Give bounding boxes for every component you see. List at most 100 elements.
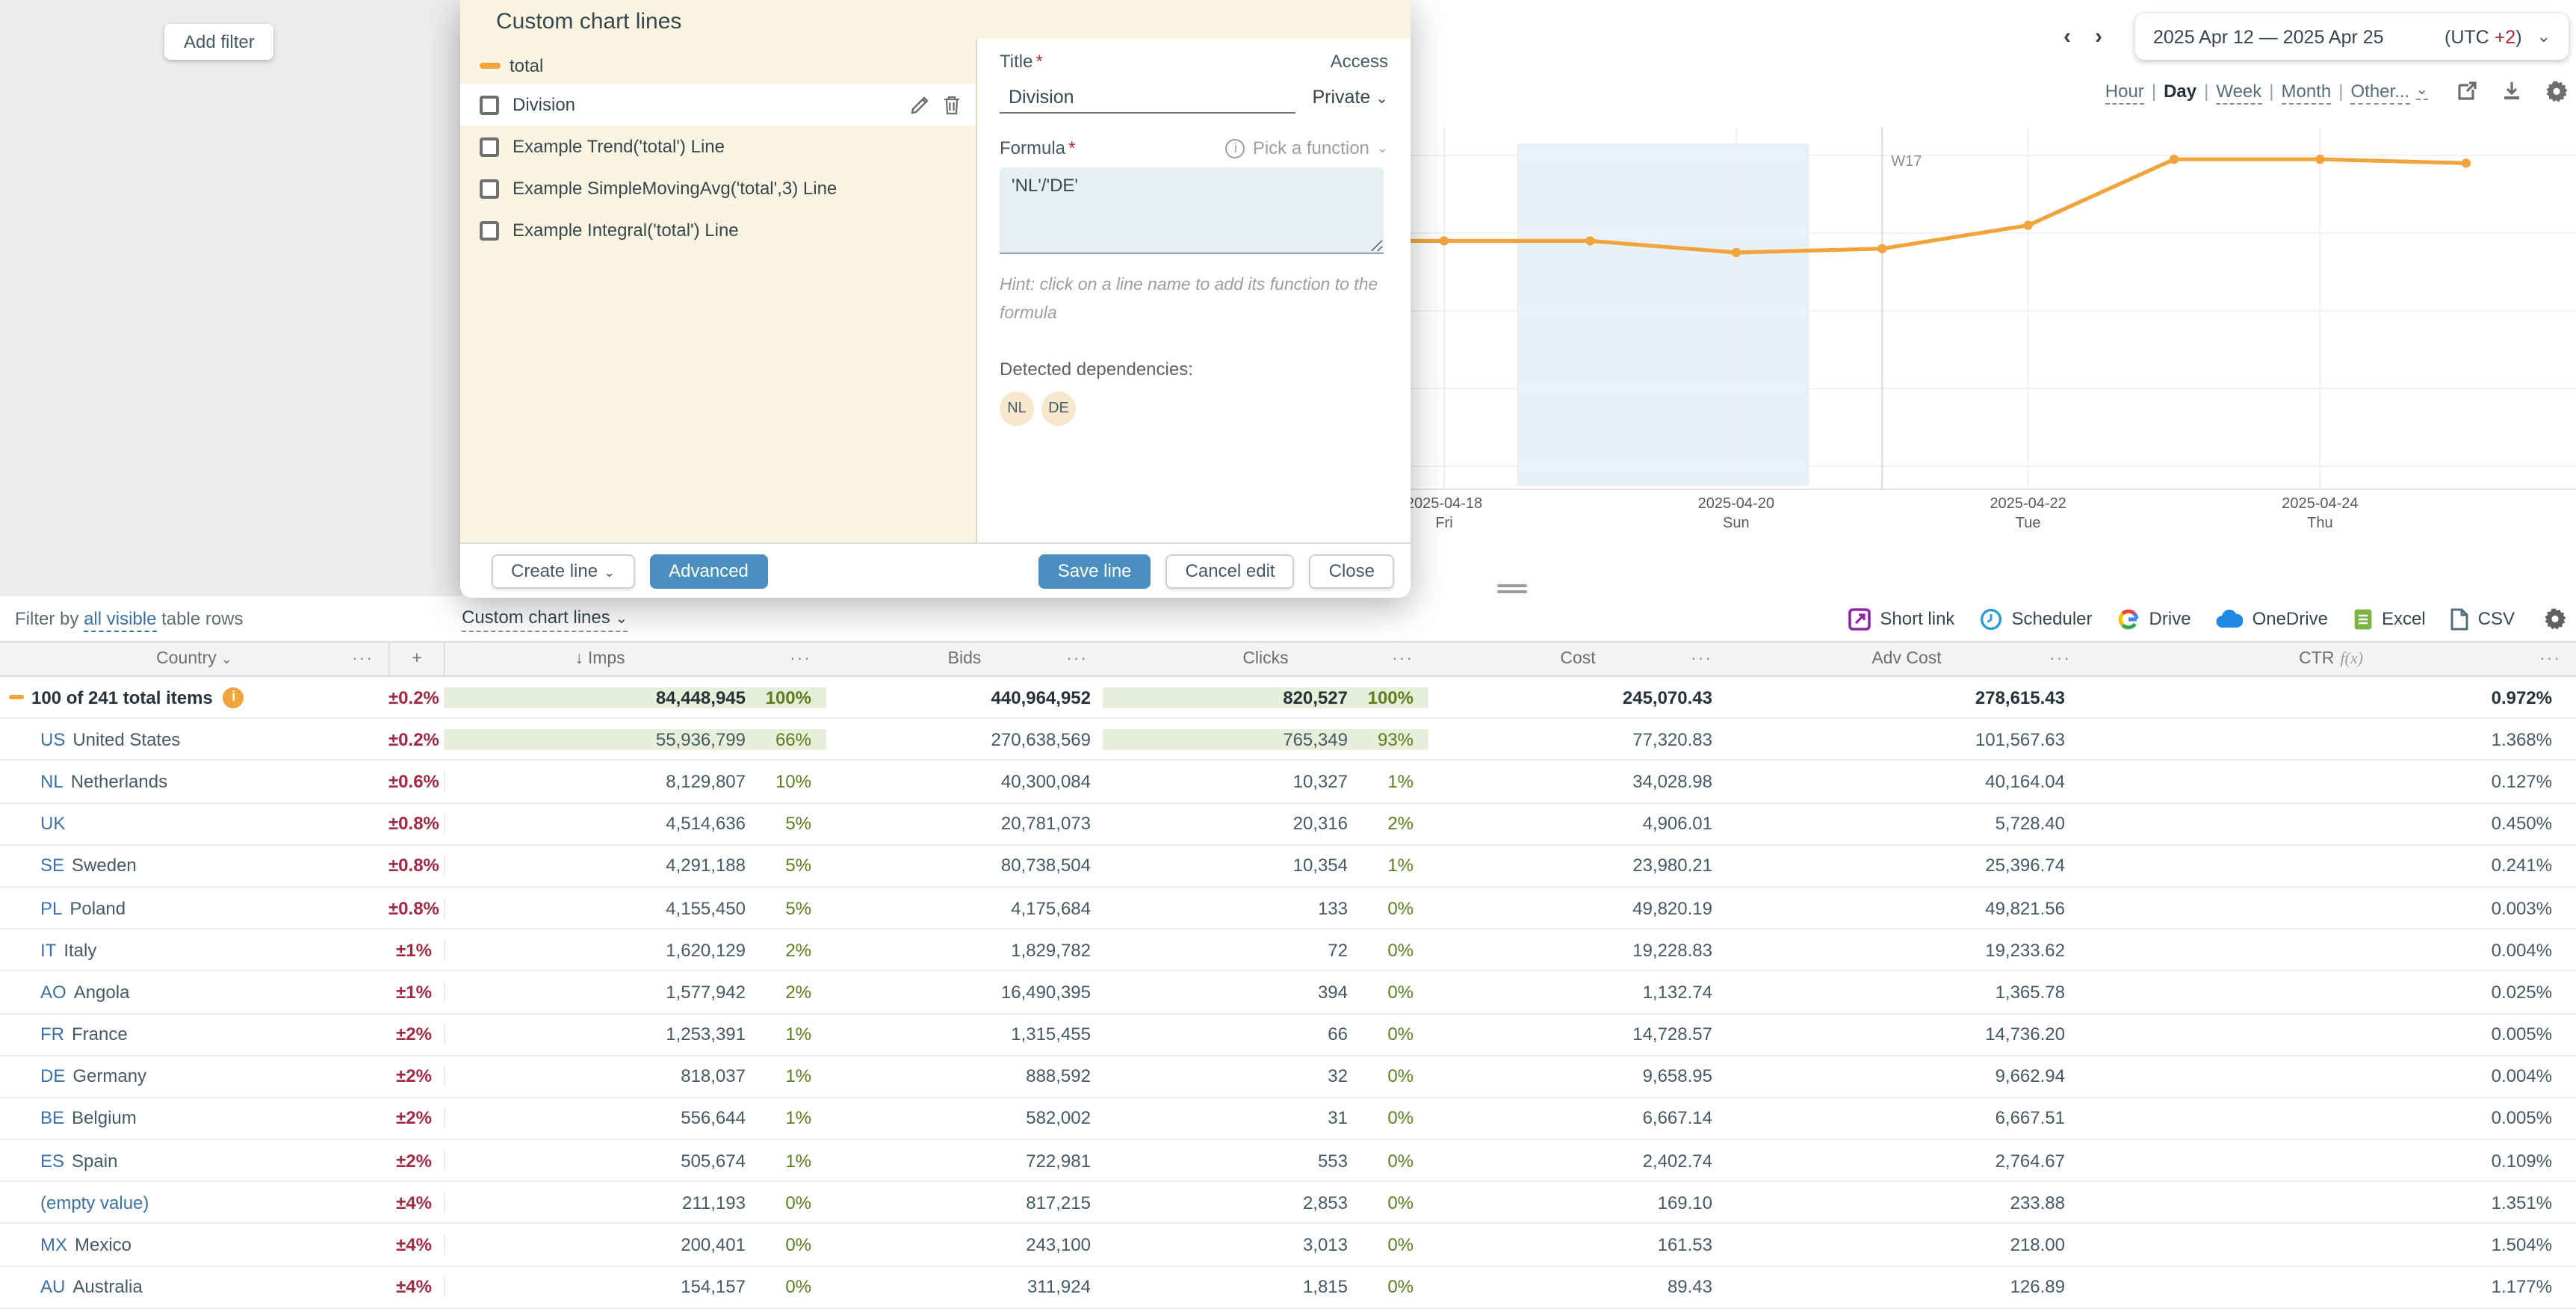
info-icon[interactable]: i xyxy=(223,687,244,708)
cell-country: US United States xyxy=(0,729,388,750)
cell-imps: 8,129,807 xyxy=(666,770,746,792)
cell-imps-pct: 1% xyxy=(785,1150,811,1172)
open-external-icon[interactable] xyxy=(2455,79,2479,103)
save-line-button[interactable]: Save line xyxy=(1038,554,1151,588)
export-short-link-button[interactable]: Short link xyxy=(1848,607,1954,630)
access-select[interactable]: Private ⌄ xyxy=(1312,87,1388,108)
data-point[interactable] xyxy=(2461,158,2471,168)
checkbox[interactable] xyxy=(480,95,499,114)
country-code-link[interactable]: SE xyxy=(40,855,65,876)
date-range-picker[interactable]: 2025 Apr 12 — 2025 Apr 25 (UTC +2) ⌄ xyxy=(2135,13,2569,60)
chevron-down-icon[interactable]: ⌄ xyxy=(2415,82,2428,100)
country-code-link[interactable]: IT xyxy=(40,939,57,961)
column-header-ctr[interactable]: CTR f(x) ··· xyxy=(2299,650,2561,668)
download-icon[interactable] xyxy=(2500,79,2524,103)
country-code-link[interactable]: AU xyxy=(40,1276,66,1298)
column-header-cost[interactable]: Cost ··· xyxy=(1560,650,1712,668)
country-code-link[interactable]: DE xyxy=(40,1065,66,1087)
cancel-edit-button[interactable]: Cancel edit xyxy=(1165,554,1295,588)
country-code-link[interactable]: US xyxy=(40,728,66,750)
prev-period-button[interactable]: ‹ xyxy=(2052,21,2083,52)
cell-cost: 77,320.83 xyxy=(1632,728,1712,750)
checkbox[interactable] xyxy=(480,220,499,240)
table-row: US United States ±0.2% 55,936,799 66% 270,638… xyxy=(0,719,2576,761)
formula-textarea[interactable]: 'NL'/'DE' xyxy=(1000,167,1384,254)
data-point[interactable] xyxy=(1585,236,1595,246)
data-point[interactable] xyxy=(1877,244,1887,253)
title-input[interactable] xyxy=(1000,84,1295,114)
edit-pencil-icon[interactable] xyxy=(910,95,929,114)
custom-chart-lines-dropdown[interactable]: Custom chart lines ⌄ xyxy=(462,606,628,631)
column-menu-icon[interactable]: ··· xyxy=(1392,650,1414,668)
next-period-button[interactable]: › xyxy=(2083,21,2114,52)
column-menu-icon[interactable]: ··· xyxy=(1066,650,1088,668)
export-excel-button[interactable]: Excel xyxy=(2353,607,2426,630)
chevron-down-icon: ⌄ xyxy=(2536,28,2551,46)
country-code-link[interactable]: NL xyxy=(40,770,64,792)
cell-adv-cost: 14,736.20 xyxy=(1985,1024,2065,1045)
chart-line-item[interactable]: Example Trend('total') Line xyxy=(460,126,976,167)
data-point[interactable] xyxy=(2315,155,2325,164)
data-point[interactable] xyxy=(1731,247,1741,258)
create-line-button[interactable]: Create line ⌄ xyxy=(492,554,635,588)
country-code-link[interactable]: BE xyxy=(40,1107,65,1129)
column-header-bids[interactable]: Bids ··· xyxy=(947,650,1088,668)
cell-imps: 818,037 xyxy=(681,1065,746,1087)
data-point[interactable] xyxy=(2169,155,2179,164)
column-menu-icon[interactable]: ··· xyxy=(1691,650,1712,668)
country-code-link[interactable]: AO xyxy=(40,981,66,1003)
column-menu-icon[interactable]: ··· xyxy=(352,650,374,668)
checkbox[interactable] xyxy=(480,179,499,198)
export-google-drive-button[interactable]: Drive xyxy=(2118,607,2191,630)
granularity-week[interactable]: Week xyxy=(2216,81,2262,105)
chart-line-item[interactable]: Division xyxy=(460,84,976,126)
country-code-link[interactable]: FR xyxy=(40,1024,64,1045)
x-tick-day: Tue xyxy=(2016,515,2041,531)
cell-adv-cost: 6,667.51 xyxy=(1995,1107,2065,1129)
table-row: AU Australia ±4% 154,157 0% 311,924 1,815 0% 89.… xyxy=(0,1266,2576,1309)
export-csv-button[interactable]: CSV xyxy=(2451,607,2515,630)
gear-icon[interactable] xyxy=(2545,79,2569,103)
pick-a-function-dropdown[interactable]: i Pick a function ⌄ xyxy=(1225,137,1388,158)
granularity-other[interactable]: Other... xyxy=(2350,81,2410,105)
table-row: ES Spain ±2% 505,674 1% 722,981 553 0% 2,402.74 2… xyxy=(0,1140,2576,1183)
line-label[interactable]: Division xyxy=(513,94,576,115)
advanced-button[interactable]: Advanced xyxy=(649,554,768,588)
table-row: FR France ±2% 1,253,391 1% 1,315,455 66 0% 14,72… xyxy=(0,1014,2576,1056)
all-visible-link[interactable]: all visible xyxy=(84,608,157,632)
add-filter-button[interactable]: Add filter xyxy=(164,24,274,60)
granularity-hour[interactable]: Hour xyxy=(2105,81,2144,105)
cell-bids: 40,300,084 xyxy=(1000,770,1091,792)
column-menu-icon[interactable]: ··· xyxy=(2539,650,2561,668)
gear-icon[interactable] xyxy=(2543,607,2567,631)
country-code-link[interactable]: UK xyxy=(40,813,66,835)
country-link[interactable]: (empty value) xyxy=(40,1192,149,1213)
add-column-button[interactable]: + xyxy=(388,643,445,675)
export-onedrive-button[interactable]: OneDrive xyxy=(2217,608,2328,629)
data-point[interactable] xyxy=(2023,220,2033,230)
delete-trash-icon[interactable] xyxy=(943,95,961,114)
granularity-day[interactable]: Day xyxy=(2164,81,2197,102)
column-header-country[interactable]: Country ⌄ ··· xyxy=(156,650,374,668)
country-code-link[interactable]: MX xyxy=(40,1234,67,1256)
column-menu-icon[interactable]: ··· xyxy=(790,650,811,668)
data-point[interactable] xyxy=(1439,236,1449,246)
cell-clicks-pct: 0% xyxy=(1387,1192,1414,1213)
checkbox[interactable] xyxy=(480,137,499,156)
country-code-link[interactable]: ES xyxy=(40,1150,65,1172)
chart-line-item[interactable]: Example SimpleMovingAvg('total',3) Line xyxy=(460,167,976,209)
chart-table-resize-handle[interactable] xyxy=(1497,581,1527,595)
close-button[interactable]: Close xyxy=(1309,554,1394,588)
country-code-link[interactable]: PL xyxy=(40,897,63,919)
line-label[interactable]: Example SimpleMovingAvg('total',3) Line xyxy=(513,178,837,199)
chart-line-item[interactable]: Example Integral('total') Line xyxy=(460,209,976,251)
column-header-imps[interactable]: ↓ Imps xyxy=(575,650,625,668)
column-header-clicks[interactable]: Clicks ··· xyxy=(1242,650,1414,668)
cell-ctr: 0.972% xyxy=(2491,687,2552,708)
column-menu-icon[interactable]: ··· xyxy=(2049,650,2071,668)
export-scheduler-button[interactable]: Scheduler xyxy=(1980,607,2093,630)
granularity-month[interactable]: Month xyxy=(2281,81,2332,105)
line-label[interactable]: Example Trend('total') Line xyxy=(513,136,725,157)
column-header-adv-cost[interactable]: Adv Cost ··· xyxy=(1871,650,2071,668)
line-label[interactable]: Example Integral('total') Line xyxy=(513,220,739,241)
